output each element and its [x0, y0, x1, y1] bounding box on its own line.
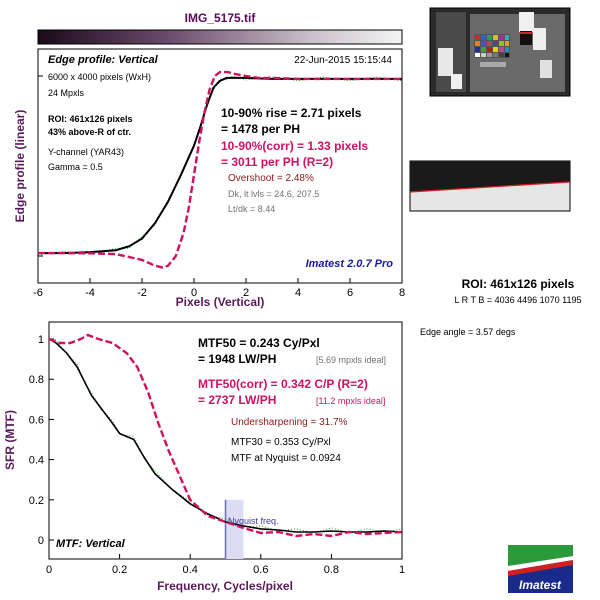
undersharpening-text: Undersharpening = 31.7%: [231, 417, 348, 428]
nyquist-label: Nyquist freq.: [228, 516, 279, 526]
channel-line-1: Y-channel (YAR43): [48, 147, 124, 157]
mtf-header: MTF: Vertical: [56, 538, 126, 550]
mtf-corrected-line: [49, 333, 402, 538]
mtf-x-label: Frequency, Cycles/pixel: [157, 579, 293, 593]
edge-x-tick-label-6: 6: [347, 287, 353, 299]
info-line-1: 6000 x 4000 pixels (WxH): [48, 72, 151, 82]
ltdk-text: Lt/dk = 8.44: [228, 204, 275, 214]
edge-corrected-line: [38, 70, 402, 269]
edge-x-tick-label-3: 0: [191, 287, 197, 299]
edge-x-label: Pixels (Vertical): [176, 295, 265, 309]
edge-x-tick-label-4: 2: [243, 287, 249, 299]
mtf-corr-line-1: MTF50(corr) = 0.342 C/P (R=2): [198, 377, 368, 391]
edge-x-tick-label-1: -4: [85, 287, 95, 299]
mtf-x-tick-label-1: 0.2: [112, 564, 127, 576]
roi-coords: L R T B = 4036 4496 1070 1195: [454, 295, 581, 305]
edge-crop-image: [409, 160, 571, 212]
edge-plot-frame: [37, 48, 403, 284]
edge-header: Edge profile: Vertical: [48, 54, 159, 66]
edge-date: 22-Jun-2015 15:15:44: [294, 55, 392, 66]
edge-x-tick-label-5: 4: [295, 287, 301, 299]
mtf-y-tick-label-2: 0.4: [29, 455, 44, 467]
edge-x-tick-label-2: -2: [137, 287, 147, 299]
mtf-x-tick-label-3: 0.6: [253, 564, 268, 576]
edge-angle: Edge angle = 3.57 degs: [420, 327, 516, 337]
corr-line-2: = 3011 per PH (R=2): [221, 155, 333, 169]
channel-line-2: Gamma = 0.5: [48, 162, 103, 172]
roi-line-1: ROI: 461x126 pixels: [48, 114, 133, 124]
mtf50-line-2: = 1948 LW/PH: [198, 352, 276, 366]
ideal-1: [5.69 mpxls ideal]: [316, 355, 386, 365]
edge-x-tick-label-0: -6: [33, 287, 43, 299]
file-title: IMG_5175.tif: [185, 11, 257, 25]
imatest-version: Imatest 2.0.7 Pro: [306, 258, 394, 270]
overshoot-text: Overshoot = 2.48%: [228, 173, 314, 184]
rise-line-1: 10-90% rise = 2.71 pixels: [221, 106, 362, 120]
edge-x-tick-label-7: 8: [399, 287, 405, 299]
rise-line-2: = 1478 per PH: [221, 122, 300, 136]
imatest-logo: Imatest: [508, 545, 573, 593]
levels-text: Dk, lt lvls = 24.6, 207.5: [228, 189, 319, 199]
mtf-ticks: 0 0.2 0.4 0.6 0.8 1 0 0.2 0.4 0.6 0.8 1: [29, 334, 405, 576]
mtf-x-tick-label-4: 0.8: [324, 564, 339, 576]
mtf-y-tick-label-5: 1: [38, 334, 44, 346]
mtf-y-tick-label-4: 0.8: [29, 374, 44, 386]
gradient-bar: [37, 29, 403, 45]
roi-line-2: 43% above-R of ctr.: [48, 127, 131, 137]
mtf-y-label: SFR (MTF): [3, 410, 17, 470]
logo-text: Imatest: [519, 578, 562, 592]
mtf30-text: MTF30 = 0.353 Cy/Pxl: [231, 437, 331, 448]
mtf-x-tick-label-5: 1: [399, 564, 405, 576]
mtf-corr-line-2: = 2737 LW/PH: [198, 393, 276, 407]
mtf-y-tick-label-1: 0.2: [29, 495, 44, 507]
edge-y-label: Edge profile (linear): [13, 110, 27, 223]
roi-title: ROI: 461x126 pixels: [462, 277, 575, 291]
mtf-y-tick-label-3: 0.6: [29, 414, 44, 426]
edge-x-ticks: -6 -4 -2 0 2 4 6 8: [33, 75, 405, 299]
mtf-x-tick-label-0: 0: [46, 564, 52, 576]
nyquist-region: [225, 499, 244, 559]
mtf-y-tick-label-0: 0: [38, 535, 44, 547]
mtf50-line-1: MTF50 = 0.243 Cy/Pxl: [198, 336, 320, 350]
nyquist-mtf-text: MTF at Nyquist = 0.0924: [231, 453, 341, 464]
mtf-line: [49, 338, 402, 533]
mtf-x-tick-label-2: 0.4: [183, 564, 198, 576]
info-line-2: 24 Mpxls: [48, 88, 85, 98]
corr-line-1: 10-90%(corr) = 1.33 pixels: [221, 139, 368, 153]
ideal-2: [11.2 mpxls ideal]: [316, 396, 385, 406]
chart-thumbnail: [429, 7, 571, 97]
